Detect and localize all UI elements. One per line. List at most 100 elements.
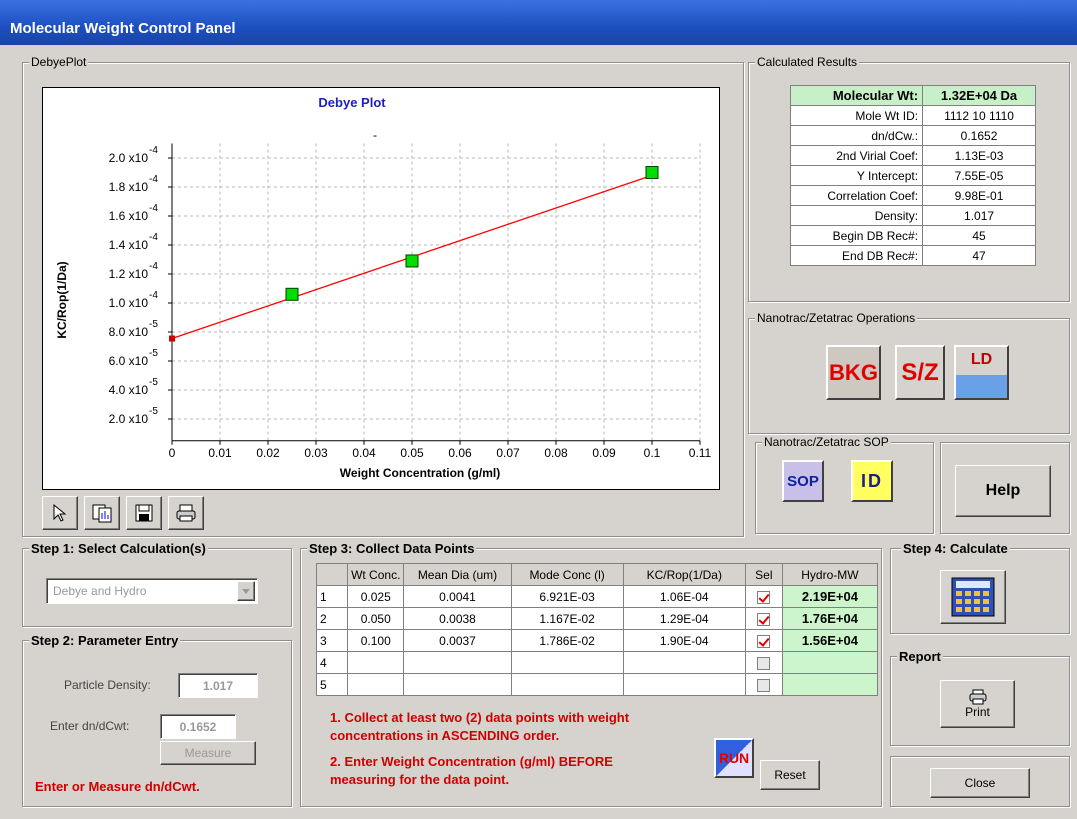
cell: 0.025 xyxy=(347,585,405,608)
y-axis-label: KC/Rop(1/Da) xyxy=(55,261,69,338)
reset-button[interactable]: Reset xyxy=(760,760,820,790)
y-tick-label: 1.2 x10 xyxy=(109,267,149,281)
step2-panel: Step 2: Parameter Entry xyxy=(22,633,292,807)
results-row: dn/dCw.: 0.1652 xyxy=(789,125,1036,146)
title-bar: Molecular Weight Control Panel xyxy=(0,0,1077,45)
cell xyxy=(347,651,405,674)
data-points-table: Wt Conc. Mean Dia (um) Mode Conc (l) KC/Rop… xyxy=(315,563,879,696)
data-point xyxy=(285,287,299,301)
help-button[interactable]: Help xyxy=(955,465,1051,517)
chart-title: Debye Plot xyxy=(318,95,386,110)
result-value: 1.32E+04 Da xyxy=(922,85,1036,106)
ld-button[interactable]: LD xyxy=(954,345,1009,400)
selected-option: Debye and Hydro xyxy=(53,584,147,598)
data-point xyxy=(405,254,419,268)
hydro-mw: 1.76E+04 xyxy=(781,607,879,630)
sz-button[interactable]: S/Z xyxy=(895,345,945,400)
x-tick-label: 0.02 xyxy=(256,446,280,460)
result-label: dn/dCw.: xyxy=(789,125,924,146)
results-panel: Calculated Results xyxy=(748,55,1070,302)
run-button[interactable]: RUN xyxy=(714,738,754,778)
results-row: End DB Rec#: 47 xyxy=(789,245,1036,266)
save-tool[interactable] xyxy=(126,496,162,530)
y-tick-exponent: -5 xyxy=(149,377,158,388)
result-label: Molecular Wt: xyxy=(789,85,924,106)
row-index: 3 xyxy=(315,629,349,652)
report-panel: Report xyxy=(890,649,1070,746)
close-button[interactable]: Close xyxy=(930,768,1030,798)
x-tick-label: 0.04 xyxy=(352,446,376,460)
results-row: Molecular Wt: 1.32E+04 Da xyxy=(789,85,1036,106)
results-table: Molecular Wt: 1.32E+04 Da Mole Wt ID: 1112 … xyxy=(789,85,1036,266)
checkbox[interactable] xyxy=(757,634,771,648)
bkg-button[interactable]: BKG xyxy=(826,345,881,400)
y-tick-label: 6.0 x10 xyxy=(109,354,149,368)
print-tool[interactable] xyxy=(168,496,204,530)
y-tick-exponent: -5 xyxy=(149,348,158,359)
cell: 1.06E-04 xyxy=(622,585,746,608)
hydro-mw: 1.56E+04 xyxy=(781,629,879,652)
id-button[interactable]: ID xyxy=(851,460,893,502)
row-index: 2 xyxy=(315,607,349,630)
group-label: Step 2: Parameter Entry xyxy=(29,633,181,648)
results-row: Mole Wt ID: 1112 10 1110 xyxy=(789,105,1036,126)
cell: 1.29E-04 xyxy=(622,607,746,630)
results-row: Begin DB Rec#: 45 xyxy=(789,225,1036,246)
result-value: 45 xyxy=(922,225,1036,246)
checkbox[interactable] xyxy=(757,678,771,692)
y-tick-exponent: -4 xyxy=(149,203,158,214)
select-cell xyxy=(744,629,783,652)
sop-button[interactable]: SOP xyxy=(782,460,824,502)
measure-button[interactable]: Measure xyxy=(160,741,256,765)
data-row: 3 0.100 0.0037 1.786E-02 1.90E-04 1.56E+04 xyxy=(315,629,879,652)
help-panel xyxy=(940,442,1070,534)
cell: 1.786E-02 xyxy=(510,629,624,652)
group-label: Nanotrac/Zetatrac Operations xyxy=(755,311,918,325)
chart-background xyxy=(42,87,720,490)
select-cell xyxy=(744,651,783,674)
result-value: 1112 10 1110 xyxy=(922,105,1036,126)
cell xyxy=(347,673,405,696)
y-tick-exponent: -4 xyxy=(149,261,158,272)
result-label: Mole Wt ID: xyxy=(789,105,924,126)
cell: 0.050 xyxy=(347,607,405,630)
x-tick-label: 0.06 xyxy=(448,446,472,460)
result-value: 7.55E-05 xyxy=(922,165,1036,186)
x-axis-label: Weight Concentration (g/ml) xyxy=(340,466,500,480)
calculation-select[interactable]: Debye and Hydro xyxy=(46,578,258,604)
checkbox[interactable] xyxy=(757,590,771,604)
instruction-line: 1. Collect at least two (2) data points … xyxy=(330,710,630,725)
result-value: 47 xyxy=(922,245,1036,266)
result-value: 9.98E-01 xyxy=(922,185,1036,206)
cell xyxy=(403,651,512,674)
select-cell xyxy=(744,673,783,696)
calculate-button[interactable] xyxy=(940,570,1006,624)
x-tick-label: 0.05 xyxy=(400,446,424,460)
cell: 0.0041 xyxy=(403,585,512,608)
cell: 0.0037 xyxy=(403,629,512,652)
y-tick-label: 1.8 x10 xyxy=(109,180,149,194)
x-tick-label: 0.1 xyxy=(644,446,661,460)
step1-panel: Step 1: Select Calculation(s) xyxy=(22,541,292,627)
column-header: Wt Conc. xyxy=(347,563,405,586)
density-field[interactable]: 1.017 xyxy=(178,673,258,698)
group-label: Calculated Results xyxy=(755,55,860,69)
data-point xyxy=(169,335,175,342)
dndc-field[interactable]: 0.1652 xyxy=(160,714,236,739)
close-panel xyxy=(890,756,1070,807)
checkbox[interactable] xyxy=(757,656,771,670)
checkbox[interactable] xyxy=(757,612,771,626)
result-label: Begin DB Rec#: xyxy=(789,225,924,246)
copy-tool[interactable] xyxy=(84,496,120,530)
x-tick-label: 0.03 xyxy=(304,446,328,460)
print-button[interactable]: Print xyxy=(940,680,1015,728)
result-value: 0.1652 xyxy=(922,125,1036,146)
dropdown-arrow[interactable] xyxy=(237,581,255,601)
data-row: 2 0.050 0.0038 1.167E-02 1.29E-04 1.76E+04 xyxy=(315,607,879,630)
y-tick-exponent: -4 xyxy=(149,174,158,185)
cell: 1.167E-02 xyxy=(510,607,624,630)
pointer-tool[interactable] xyxy=(42,496,78,530)
result-value: 1.13E-03 xyxy=(922,145,1036,166)
column-header: KC/Rop(1/Da) xyxy=(622,563,746,586)
